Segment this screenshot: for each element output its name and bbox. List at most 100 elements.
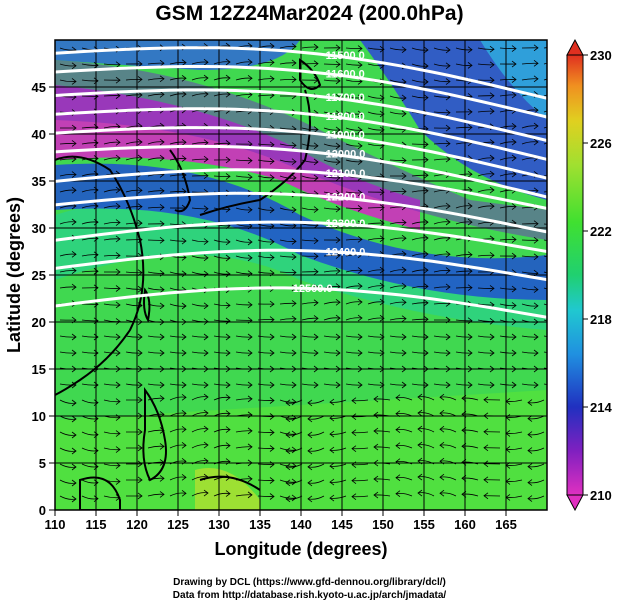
streamline-arrowhead: [247, 316, 253, 324]
streamline-arrowhead: [489, 381, 495, 389]
streamline: [191, 476, 209, 481]
streamline-arrowhead: [401, 381, 407, 389]
streamline-arrowhead: [439, 457, 445, 465]
streamline-arrowhead: [467, 267, 473, 275]
y-axis-ticks: 0 5 10 15 20 25 30 35 40 45: [32, 80, 55, 518]
streamline-arrowhead: [467, 317, 473, 325]
streamline: [191, 271, 209, 275]
streamline: [411, 269, 429, 273]
streamline-arrowhead: [269, 141, 275, 149]
streamline: [527, 463, 545, 468]
streamline: [147, 157, 165, 161]
streamline: [59, 463, 77, 468]
streamline-arrowhead: [247, 173, 253, 181]
streamline: [103, 447, 121, 451]
streamline: [411, 335, 429, 338]
streamline-arrowhead: [351, 429, 357, 436]
streamline: [499, 319, 517, 323]
streamline: [433, 95, 451, 98]
streamline-arrowhead: [285, 431, 291, 439]
streamline-arrowhead: [489, 107, 495, 115]
streamline-arrowhead: [329, 446, 335, 454]
streamline: [257, 431, 275, 433]
streamline-arrowhead: [137, 91, 143, 99]
streamline-arrowhead: [137, 76, 143, 83]
height-contour: [55, 168, 547, 210]
streamline-arrowhead: [313, 252, 319, 260]
streamline: [169, 271, 187, 275]
streamline-arrowhead: [291, 381, 297, 389]
streamline-arrowhead: [556, 60, 560, 66]
streamline-arrowhead: [203, 58, 209, 66]
streamline-arrowhead: [511, 285, 517, 293]
streamline: [543, 319, 547, 322]
streamline-arrowhead: [335, 205, 341, 213]
streamline: [455, 319, 473, 322]
streamline: [351, 479, 369, 482]
streamline: [373, 462, 391, 465]
streamline: [81, 79, 99, 82]
streamline: [285, 431, 303, 436]
streamline-arrowhead: [511, 45, 517, 52]
streamline-arrowhead: [291, 59, 297, 67]
streamline-arrowhead: [373, 395, 379, 403]
streamline-arrowhead: [401, 315, 407, 322]
streamline: [301, 335, 319, 338]
streamline: [257, 463, 275, 465]
streamline-arrowhead: [423, 187, 429, 195]
streamline: [411, 383, 429, 386]
streamline-arrowhead: [203, 441, 209, 449]
streamline-arrowhead: [401, 333, 407, 341]
streamline-arrowhead: [137, 365, 143, 373]
streamline: [433, 286, 451, 289]
streamline-arrowhead: [439, 425, 445, 433]
streamline: [191, 492, 209, 497]
streamline-arrowhead: [527, 479, 533, 486]
streamline: [59, 173, 77, 177]
streamline: [323, 255, 341, 257]
streamline: [191, 383, 209, 386]
streamline-arrowhead: [373, 411, 379, 419]
streamline-arrowhead: [556, 287, 560, 293]
streamline-arrowhead: [71, 333, 77, 341]
streamline: [455, 47, 473, 51]
streamline-arrowhead: [203, 90, 209, 98]
streamline-arrowhead: [269, 429, 275, 436]
streamline: [411, 174, 429, 177]
streamline: [279, 367, 297, 370]
streamline-arrowhead: [423, 299, 429, 307]
streamline-arrowhead: [203, 270, 209, 278]
streamline-arrowhead: [335, 252, 341, 259]
streamline-arrowhead: [115, 268, 121, 276]
streamline-arrowhead: [423, 46, 429, 54]
streamline: [103, 189, 121, 193]
streamline: [329, 463, 347, 467]
streamline: [543, 255, 547, 258]
streamline: [279, 143, 297, 146]
streamline: [417, 444, 435, 449]
streamline-arrowhead: [533, 349, 539, 357]
streamline: [59, 253, 77, 257]
streamline: [191, 61, 209, 65]
streamline-arrowhead: [291, 315, 297, 323]
streamline: [499, 303, 517, 307]
y-tick-label: 30: [32, 221, 46, 236]
credit-data-source: Data from http://database.rish.kyoto-u.a…: [172, 590, 447, 601]
contour-label: 12300.0: [326, 218, 366, 230]
streamline: [527, 431, 545, 436]
streamline-arrowhead: [115, 398, 121, 405]
streamline-arrowhead: [401, 234, 407, 242]
streamline: [279, 351, 297, 354]
streamline-arrowhead: [291, 174, 297, 182]
streamline-arrowhead: [307, 479, 313, 487]
streamline-arrowhead: [483, 460, 489, 468]
streamline: [345, 301, 363, 305]
streamline-arrowhead: [313, 365, 319, 373]
streamline: [455, 63, 473, 66]
streamline-arrowhead: [556, 254, 560, 260]
streamline: [169, 174, 187, 177]
streamline-arrowhead: [505, 398, 511, 405]
streamline: [521, 255, 539, 258]
streamline: [543, 110, 547, 113]
streamline-arrowhead: [225, 58, 231, 66]
